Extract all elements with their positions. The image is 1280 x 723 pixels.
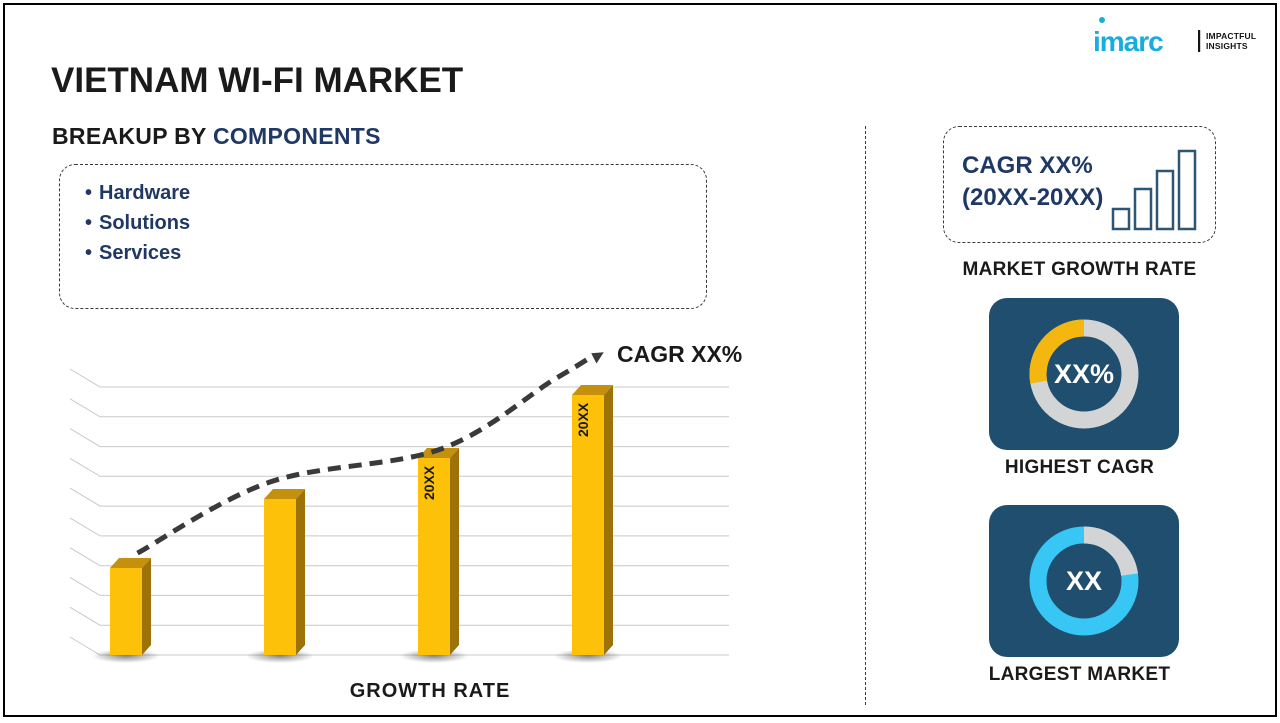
svg-text:GROWTH RATE: GROWTH RATE	[350, 680, 511, 702]
svg-text:20XX: 20XX	[421, 465, 437, 500]
svg-text:IMPACTFUL: IMPACTFUL	[1206, 31, 1256, 41]
svg-text:XX: XX	[1066, 566, 1102, 596]
svg-text:INSIGHTS: INSIGHTS	[1206, 41, 1248, 51]
svg-text:XX%: XX%	[1054, 359, 1114, 389]
svg-text:20XX: 20XX	[575, 402, 591, 437]
svg-text:imarc: imarc	[1095, 26, 1163, 57]
svg-text:CAGR XX%: CAGR XX%	[617, 341, 742, 367]
